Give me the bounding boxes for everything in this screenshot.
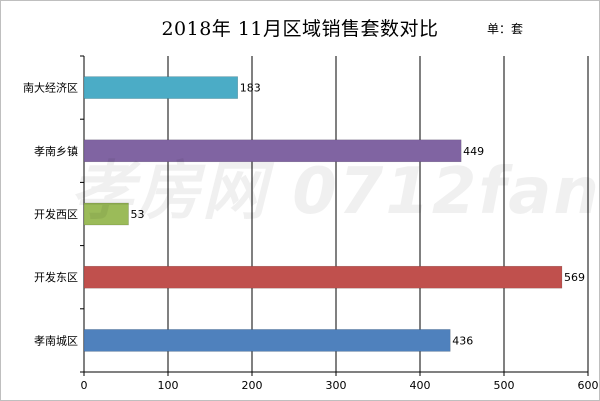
bar (83, 265, 563, 289)
category-label: 开发东区 (34, 270, 78, 284)
category-label: 孝南城区 (34, 334, 78, 347)
bar (83, 139, 462, 163)
bar (83, 329, 451, 352)
data-label: 436 (452, 334, 473, 347)
x-tick-label: 500 (494, 379, 515, 392)
x-tick-label: 0 (81, 379, 88, 392)
category-label: 开发西区 (34, 207, 78, 221)
x-tick-label: 400 (410, 379, 431, 392)
unit-label: 单：套 (487, 22, 524, 36)
data-label: 569 (564, 271, 585, 284)
data-label: 53 (131, 208, 145, 221)
category-label: 南大经济区 (23, 81, 78, 95)
category-label: 孝南乡镇 (34, 144, 78, 158)
data-label: 183 (240, 82, 261, 95)
chart-title: 2018年 11月区域销售套数对比 (161, 18, 439, 40)
data-label: 449 (463, 145, 484, 158)
bar (83, 76, 238, 99)
x-tick-label: 300 (326, 379, 347, 392)
x-tick-label: 600 (578, 379, 599, 392)
x-tick-label: 200 (242, 379, 263, 392)
x-tick-label: 100 (158, 379, 179, 392)
bar (83, 202, 129, 226)
